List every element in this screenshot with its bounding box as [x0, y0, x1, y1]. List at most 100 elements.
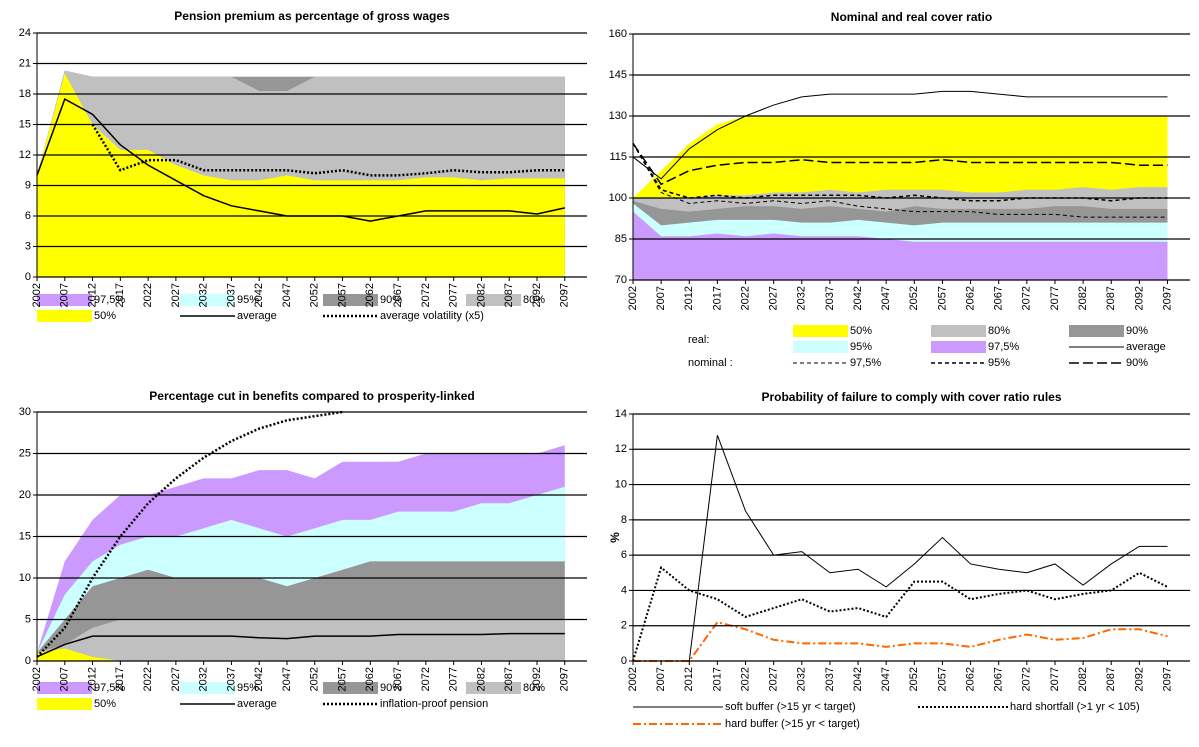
- legend-swatch: [931, 325, 986, 337]
- x-tick-label: 2082: [1077, 286, 1089, 310]
- legend-label: 80%: [523, 682, 545, 694]
- legend-label: average: [237, 698, 277, 710]
- legend-swatch: [323, 682, 378, 694]
- x-tick-label: 2062: [964, 667, 976, 691]
- legend-swatch: [466, 682, 521, 694]
- y-tick-label: 12: [19, 149, 31, 161]
- legend-swatch: [180, 682, 235, 694]
- y-tick-label: 30: [19, 406, 31, 418]
- legend-label: 95%: [850, 341, 872, 353]
- legend-label: 95%: [237, 294, 259, 306]
- x-tick-label: 2017: [114, 283, 126, 307]
- x-tick-label: 2082: [1077, 667, 1089, 691]
- x-tick-label: 2057: [336, 667, 348, 691]
- legend-label: average: [237, 310, 277, 322]
- y-tick-label: 130: [609, 110, 627, 122]
- x-tick-label: 2037: [225, 667, 237, 691]
- x-tick-label: 2072: [1021, 286, 1033, 310]
- x-tick-label: 2092: [531, 283, 543, 307]
- y-tick-label: 160: [609, 28, 627, 40]
- x-tick-label: 2072: [1021, 667, 1033, 691]
- x-tick-label: 2092: [531, 667, 543, 691]
- x-tick-label: 2007: [59, 283, 71, 307]
- x-tick-label: 2007: [655, 667, 667, 691]
- y-tick-label: 2: [621, 620, 627, 632]
- y-tick-label: 5: [25, 613, 31, 625]
- x-tick-label: 2087: [1105, 286, 1117, 310]
- x-tick-label: 2022: [142, 667, 154, 691]
- chart-title: Percentage cut in benefits compared to p…: [149, 389, 474, 403]
- legend-label: 80%: [988, 325, 1010, 337]
- y-tick-label: 21: [19, 57, 31, 69]
- legend-label: 90%: [380, 682, 402, 694]
- legend-swatch: [37, 294, 92, 306]
- x-tick-label: 2007: [59, 667, 71, 691]
- legend-label: hard buffer (>15 yr < target): [725, 718, 860, 730]
- legend-label: 97,5%: [850, 357, 881, 369]
- legend-swatch: [323, 294, 378, 306]
- x-tick-label: 2097: [1161, 667, 1173, 691]
- legend-label: 50%: [94, 310, 116, 322]
- legend-label: 95%: [988, 357, 1010, 369]
- x-tick-label: 2032: [796, 286, 808, 310]
- legend-label: average volatility (x5): [380, 310, 484, 322]
- y-tick-label: 6: [621, 549, 627, 561]
- x-tick-label: 2012: [86, 283, 98, 307]
- chart-title: Nominal and real cover ratio: [831, 10, 992, 24]
- x-tick-label: 2032: [198, 667, 210, 691]
- x-tick-label: 2052: [908, 667, 920, 691]
- y-tick-label: 3: [25, 240, 31, 252]
- x-tick-label: 2002: [31, 667, 43, 691]
- legend-label: hard shortfall (>1 yr < 105): [1010, 701, 1140, 713]
- y-axis-label: %: [608, 532, 622, 543]
- legend-label: 90%: [1126, 357, 1148, 369]
- line: [632, 565, 1168, 662]
- x-tick-label: 2047: [880, 286, 892, 310]
- legend-swatch: [37, 698, 92, 710]
- x-tick-label: 2067: [392, 283, 404, 307]
- area: [37, 619, 565, 661]
- line: [632, 142, 1168, 186]
- x-tick-label: 2002: [627, 667, 639, 691]
- x-tick-label: 2077: [1049, 286, 1061, 310]
- legend-label: soft buffer (>15 yr < target): [725, 701, 856, 713]
- legend-swatch: [931, 341, 986, 353]
- x-tick-label: 2027: [768, 667, 780, 691]
- y-tick-label: 85: [615, 233, 627, 245]
- x-tick-label: 2062: [964, 286, 976, 310]
- x-tick-label: 2002: [627, 286, 639, 310]
- legend-swatch: [793, 341, 848, 353]
- y-tick-label: 24: [19, 27, 31, 39]
- x-tick-label: 2047: [880, 667, 892, 691]
- x-tick-label: 2037: [225, 283, 237, 307]
- x-tick-label: 2052: [908, 286, 920, 310]
- x-tick-label: 2067: [392, 667, 404, 691]
- x-tick-label: 2032: [796, 667, 808, 691]
- x-tick-label: 2052: [309, 283, 321, 307]
- legend-label: 50%: [94, 698, 116, 710]
- legend-swatch: [37, 682, 92, 694]
- plot-area: [633, 414, 1190, 661]
- legend-label: 97,5%: [94, 682, 125, 694]
- y-tick-label: 15: [19, 118, 31, 130]
- x-tick-label: 2092: [1133, 286, 1145, 310]
- x-tick-label: 2027: [768, 286, 780, 310]
- area: [633, 211, 1168, 280]
- legend-group-label: nominal :: [688, 357, 733, 369]
- x-tick-label: 2092: [1133, 667, 1145, 691]
- x-tick-label: 2097: [559, 283, 571, 307]
- x-tick-label: 2012: [86, 667, 98, 691]
- x-tick-label: 2037: [824, 667, 836, 691]
- y-tick-label: 12: [615, 443, 627, 455]
- y-tick-label: 10: [615, 478, 627, 490]
- y-tick-label: 145: [609, 69, 627, 81]
- x-tick-label: 2067: [993, 667, 1005, 691]
- y-tick-label: 10: [19, 572, 31, 584]
- x-tick-label: 2007: [655, 286, 667, 310]
- x-tick-label: 2037: [824, 286, 836, 310]
- y-tick-label: 0: [25, 655, 31, 667]
- x-tick-label: 2042: [852, 667, 864, 691]
- legend-label: 97,5%: [988, 341, 1019, 353]
- x-tick-label: 2032: [198, 283, 210, 307]
